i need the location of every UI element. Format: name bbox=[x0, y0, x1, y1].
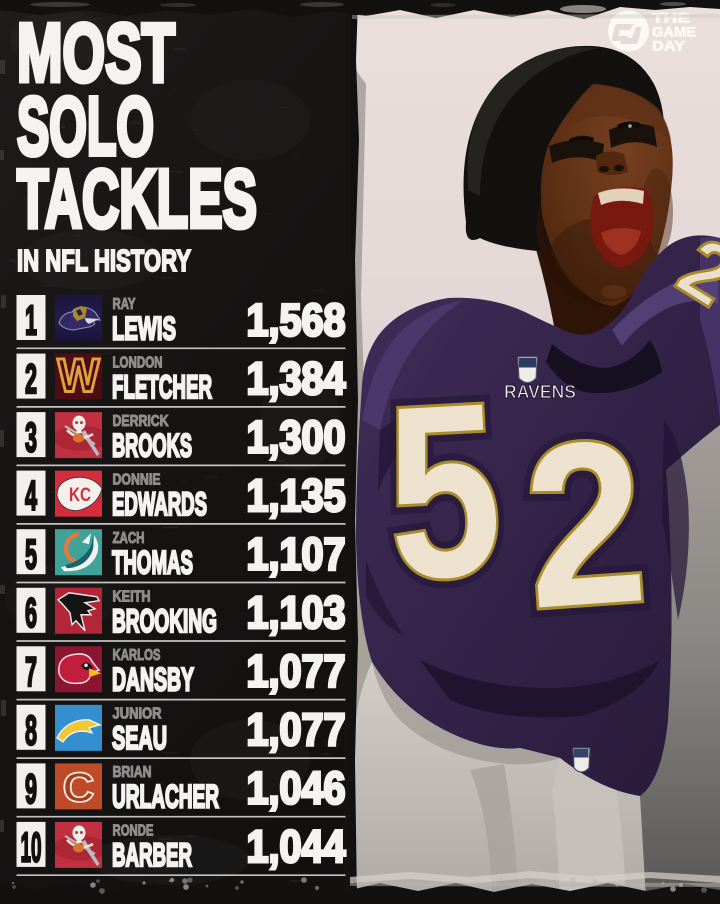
svg-text:KC: KC bbox=[69, 485, 91, 506]
svg-text:1: 1 bbox=[25, 297, 37, 344]
svg-text:1,300: 1,300 bbox=[247, 411, 346, 462]
svg-text:3: 3 bbox=[25, 414, 37, 461]
svg-text:BARBER: BARBER bbox=[112, 837, 192, 873]
svg-text:1,103: 1,103 bbox=[247, 587, 346, 638]
svg-text:TACKLES: TACKLES bbox=[17, 152, 257, 245]
svg-text:URLACHER: URLACHER bbox=[112, 779, 219, 815]
svg-text:LEWIS: LEWIS bbox=[112, 310, 176, 346]
svg-text:DERRICK: DERRICK bbox=[113, 413, 169, 430]
svg-text:2: 2 bbox=[517, 391, 653, 658]
svg-text:THE: THE bbox=[652, 10, 690, 26]
svg-text:1,568: 1,568 bbox=[247, 294, 346, 345]
svg-text:RAVENS: RAVENS bbox=[504, 382, 576, 402]
svg-text:1,046: 1,046 bbox=[247, 763, 346, 814]
svg-text:MOST: MOST bbox=[17, 6, 175, 99]
svg-text:BRIAN: BRIAN bbox=[113, 764, 152, 781]
svg-text:ZACH: ZACH bbox=[113, 530, 145, 547]
svg-text:10: 10 bbox=[21, 823, 42, 870]
svg-text:1,044: 1,044 bbox=[247, 821, 346, 872]
svg-text:5: 5 bbox=[25, 531, 37, 578]
svg-text:SOLO: SOLO bbox=[17, 80, 154, 173]
svg-text:1,384: 1,384 bbox=[247, 353, 346, 404]
svg-text:SEAU: SEAU bbox=[112, 720, 167, 756]
svg-text:9: 9 bbox=[25, 765, 37, 812]
svg-text:W: W bbox=[58, 349, 101, 402]
svg-text:1,077: 1,077 bbox=[247, 646, 346, 697]
svg-text:DONNIE: DONNIE bbox=[113, 471, 161, 488]
svg-text:KEITH: KEITH bbox=[113, 589, 151, 606]
svg-text:7: 7 bbox=[25, 648, 37, 695]
svg-text:BROOKS: BROOKS bbox=[112, 427, 192, 463]
svg-text:THOMAS: THOMAS bbox=[112, 545, 193, 581]
svg-text:1,135: 1,135 bbox=[247, 470, 346, 521]
svg-text:1,107: 1,107 bbox=[247, 529, 346, 580]
svg-text:GAME: GAME bbox=[652, 24, 696, 40]
svg-text:DAY: DAY bbox=[652, 38, 686, 54]
svg-text:6: 6 bbox=[25, 589, 37, 636]
svg-text:RONDE: RONDE bbox=[113, 823, 154, 840]
svg-text:EDWARDS: EDWARDS bbox=[112, 486, 207, 522]
svg-text:KARLOS: KARLOS bbox=[113, 647, 161, 664]
svg-text:DANSBY: DANSBY bbox=[112, 662, 194, 698]
svg-text:JUNIOR: JUNIOR bbox=[113, 706, 162, 723]
svg-text:2: 2 bbox=[25, 355, 37, 402]
svg-text:4: 4 bbox=[25, 472, 37, 519]
svg-text:FLETCHER: FLETCHER bbox=[112, 369, 212, 405]
svg-text:C: C bbox=[63, 763, 95, 810]
svg-text:LONDON: LONDON bbox=[113, 354, 163, 371]
svg-text:5: 5 bbox=[381, 351, 507, 631]
svg-text:2: 2 bbox=[517, 391, 653, 658]
svg-text:1,077: 1,077 bbox=[247, 704, 346, 755]
svg-text:IN NFL HISTORY: IN NFL HISTORY bbox=[17, 243, 191, 278]
svg-text:5: 5 bbox=[381, 351, 507, 631]
svg-text:BROOKING: BROOKING bbox=[112, 603, 217, 639]
svg-text:RAY: RAY bbox=[113, 296, 136, 313]
svg-text:8: 8 bbox=[25, 706, 37, 753]
